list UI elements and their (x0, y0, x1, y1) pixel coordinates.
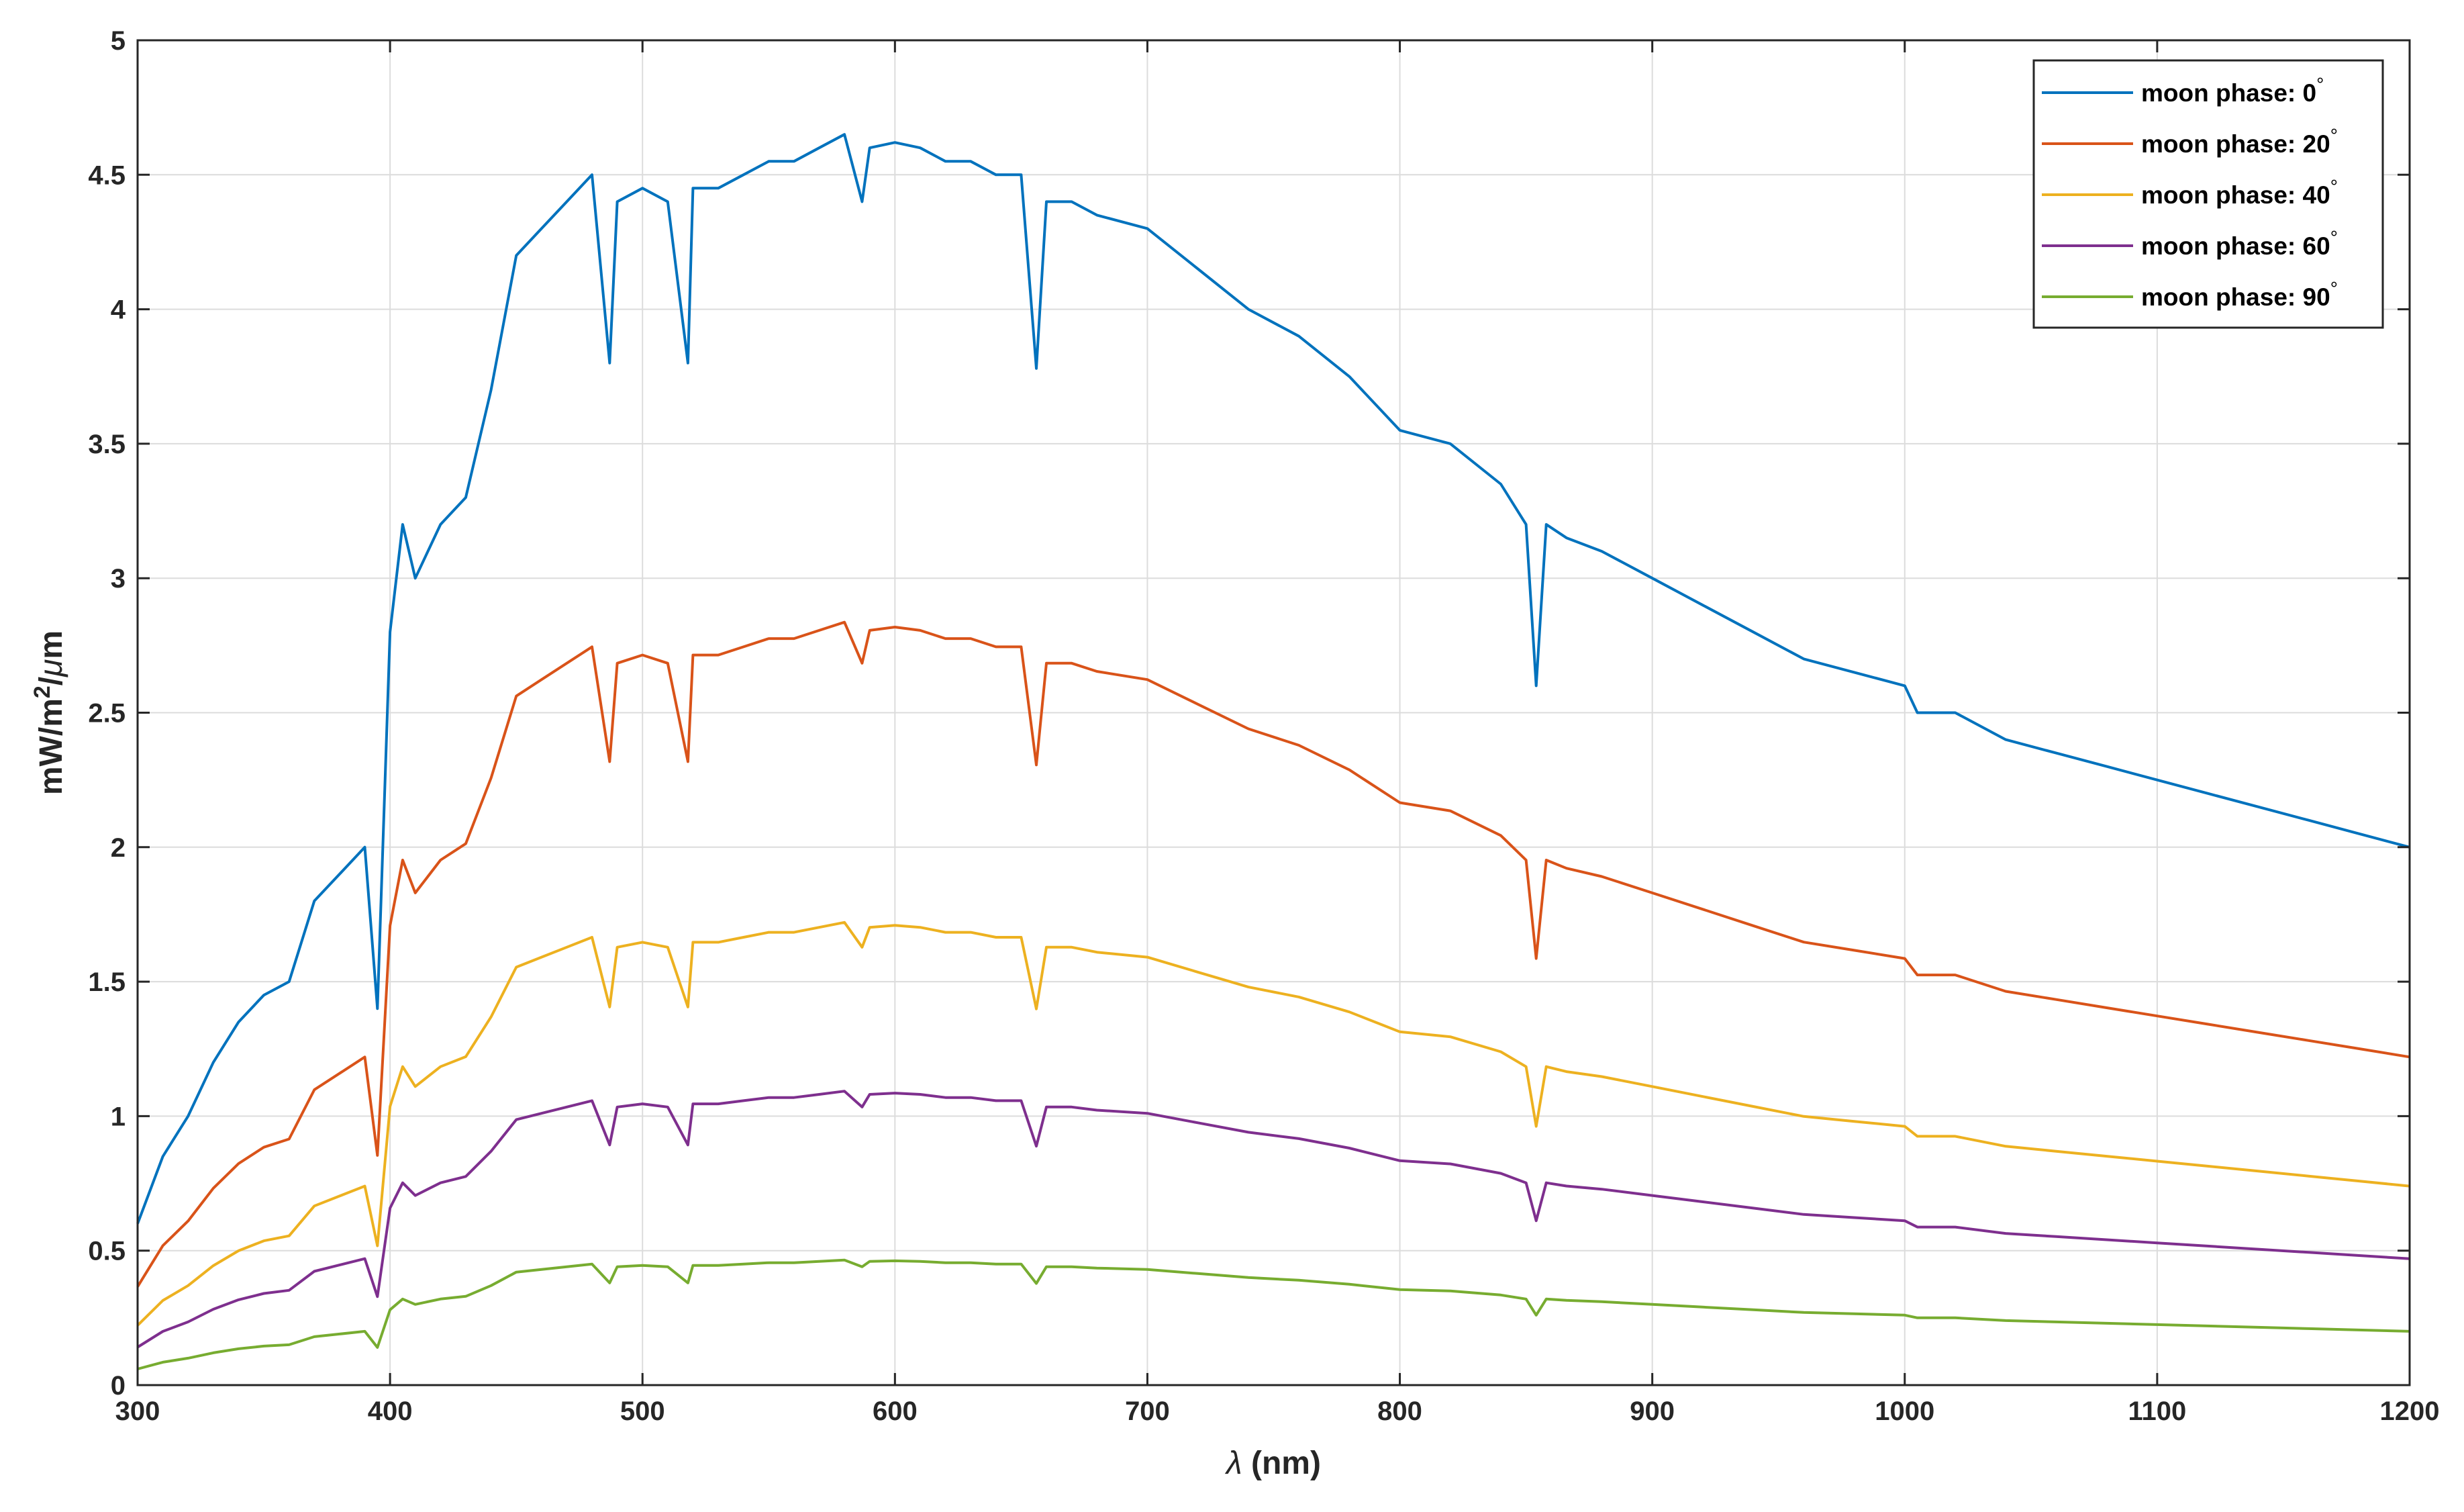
y-tick-label: 2.5 (88, 699, 126, 728)
legend-label-text: moon phase: 0 (2141, 79, 2316, 107)
y-axis-label-text: mW/m (34, 698, 69, 795)
y-tick-label: 4.5 (88, 160, 126, 190)
legend-label: moon phase: 0° (2141, 74, 2324, 107)
x-tick-label: 700 (1125, 1397, 1170, 1426)
y-tick-label: 0 (111, 1371, 126, 1401)
series-lines (136, 133, 2410, 1370)
y-axis-label: mW/m2/μm (30, 630, 69, 795)
legend-label: moon phase: 20° (2141, 125, 2338, 158)
y-axis-label-mu: μ (34, 659, 69, 678)
x-tick-label: 900 (1630, 1397, 1675, 1426)
legend-label: moon phase: 40° (2141, 176, 2338, 209)
y-tick-label: 3.5 (88, 430, 126, 459)
legend-label: moon phase: 90° (2141, 278, 2338, 311)
series-line-4 (137, 1258, 2410, 1370)
y-tick-label: 5 (111, 26, 126, 56)
x-axis-label-symbol: λ (1224, 1446, 1242, 1481)
legend: moon phase: 0°moon phase: 20°moon phase:… (2032, 59, 2384, 329)
axis-ticks: 300 400 500 600 700 800 900 1000 1100 1200 0 0.5 1 1.… (88, 26, 2439, 1426)
x-axis-label: λ (nm) (1224, 1446, 1321, 1481)
legend-label: moon phase: 60° (2141, 227, 2338, 260)
x-tick-label: 1000 (1875, 1397, 1934, 1426)
legend-label-text: moon phase: 90 (2141, 283, 2330, 311)
legend-degree-symbol: ° (2316, 74, 2324, 95)
legend-label-text: moon phase: 20 (2141, 130, 2330, 158)
series-line-2 (136, 920, 2410, 1327)
legend-degree-symbol: ° (2330, 227, 2338, 248)
y-tick-label: 4 (111, 295, 126, 325)
x-tick-label: 800 (1377, 1397, 1422, 1426)
y-axis-label-superscript: 2 (30, 686, 55, 698)
series-line-1 (136, 620, 2410, 1288)
x-axis-label-text: (nm) (1242, 1446, 1321, 1481)
y-tick-label: 1.5 (88, 967, 126, 997)
series-line-0 (136, 133, 2410, 1225)
x-tick-label: 1200 (2380, 1397, 2440, 1426)
y-tick-label: 3 (111, 564, 126, 594)
y-tick-label: 2 (111, 833, 126, 863)
legend-degree-symbol: ° (2330, 125, 2338, 146)
y-tick-label: 0.5 (88, 1237, 126, 1266)
legend-degree-symbol: ° (2330, 176, 2338, 197)
x-tick-label: 500 (620, 1397, 665, 1426)
legend-label-text: moon phase: 40 (2141, 181, 2330, 209)
x-tick-label: 300 (115, 1397, 160, 1426)
x-tick-label: 600 (873, 1397, 918, 1426)
legend-degree-symbol: ° (2330, 278, 2338, 299)
y-axis-label-slash: / (34, 677, 69, 686)
y-tick-label: 1 (111, 1102, 126, 1131)
x-tick-label: 400 (368, 1397, 413, 1426)
legend-label-text: moon phase: 60 (2141, 232, 2330, 260)
series-line-3 (136, 1090, 2410, 1349)
x-tick-label: 1100 (2128, 1397, 2186, 1426)
y-axis-label-unit: m (34, 630, 69, 659)
